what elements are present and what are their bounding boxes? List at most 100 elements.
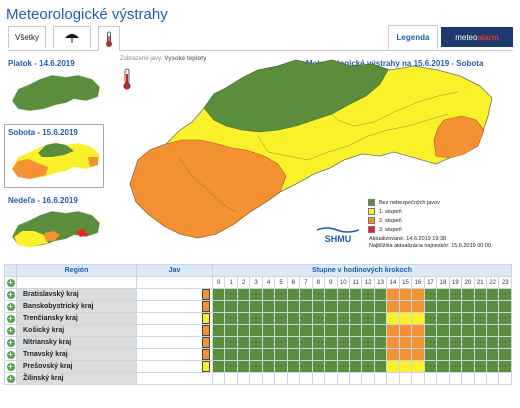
hour-cell (324, 300, 338, 313)
day-sunday-map[interactable] (8, 207, 104, 249)
table-row[interactable]: + Trenčiansky kraj (4, 312, 512, 325)
phenomenon-cell (136, 312, 213, 325)
expand-all-button[interactable]: + (6, 277, 15, 287)
day-sunday-label[interactable]: Nedeľa - 16.6.2019 (8, 196, 78, 205)
tab-rain[interactable] (53, 26, 91, 48)
hour-cell (461, 336, 475, 349)
hour-cell (286, 360, 301, 373)
hour-cell (386, 336, 400, 349)
warning-map[interactable] (118, 56, 500, 240)
expand-row-button[interactable]: + (6, 313, 15, 323)
table-row[interactable]: + Košický kraj (4, 324, 512, 337)
shmu-logo[interactable]: SHMU (315, 224, 361, 244)
hour-cell (461, 324, 475, 337)
day-saturday-label[interactable]: Sobota - 15.6.2019 (8, 128, 78, 137)
hour-cell (311, 336, 326, 349)
table-row[interactable]: + Banskobystrický kraj (4, 300, 512, 313)
hour-label: 11 (348, 276, 363, 289)
expand-row-button[interactable]: + (6, 337, 15, 347)
hour-cell (336, 312, 351, 325)
hour-cell (311, 348, 326, 361)
hour-cell (224, 336, 238, 349)
hour-cell (236, 324, 251, 337)
hour-cell (324, 324, 338, 337)
hour-cell (224, 312, 238, 325)
umbrella-icon (65, 33, 79, 43)
header-hours: Stupne v hodinových krokoch (212, 264, 512, 277)
day-friday-map[interactable] (8, 71, 104, 113)
region-name[interactable]: Košický kraj (16, 324, 137, 337)
expand-row-button[interactable]: + (6, 373, 15, 383)
hour-cell (261, 348, 276, 361)
hour-label: 14 (386, 276, 400, 289)
hour-label: 17 (423, 276, 438, 289)
hour-cell (386, 360, 400, 373)
hour-cell (436, 336, 450, 349)
hour-cell (423, 372, 438, 385)
day-friday-label[interactable]: Piatok - 14.6.2019 (8, 59, 75, 68)
region-name[interactable]: Žilinský kraj (16, 372, 137, 385)
legend-tab[interactable]: Legenda (388, 25, 438, 49)
hour-cell (211, 288, 226, 301)
hour-cell (398, 288, 413, 301)
hour-label: 3 (249, 276, 263, 289)
hour-cell (336, 360, 351, 373)
expand-row-button[interactable]: + (6, 349, 15, 359)
hour-cell (324, 372, 338, 385)
hour-cell (448, 312, 463, 325)
expand-cell: + (4, 372, 17, 385)
phenomenon-cell (136, 372, 213, 385)
expand-cell: + (4, 348, 17, 361)
shown-phenomenon: Zobrazene javy: Vysoké teploty (120, 56, 207, 62)
hour-cell (299, 336, 313, 349)
hour-cell (324, 312, 338, 325)
expand-row-button[interactable]: + (6, 301, 15, 311)
region-name[interactable]: Bratislavský kraj (16, 288, 137, 301)
table-row[interactable]: + Prešovský kraj (4, 360, 512, 373)
hour-cell (485, 348, 500, 361)
hour-cell (473, 348, 487, 361)
table-row[interactable]: + Žilinský kraj (4, 372, 512, 385)
expand-cell: + (4, 336, 17, 349)
table-row[interactable]: + Bratislavský kraj (4, 288, 512, 301)
hour-cell (299, 348, 313, 361)
expand-cell: + (4, 288, 17, 301)
tab-all-label: Všetky (14, 33, 39, 42)
meteoalarm-logo[interactable]: meteo alarm (441, 27, 513, 47)
expand-row-button[interactable]: + (6, 289, 15, 299)
hour-cell (361, 348, 375, 361)
hour-cell (411, 288, 425, 301)
day-saturday-map[interactable] (8, 139, 104, 181)
region-name[interactable]: Prešovský kraj (16, 360, 137, 373)
phenomenon-cell (136, 360, 213, 373)
hour-cell (436, 288, 450, 301)
expand-cell: + (4, 360, 17, 373)
hour-cell (386, 312, 400, 325)
region-name[interactable]: Trenčiansky kraj (16, 312, 137, 325)
hour-cell (436, 372, 450, 385)
hour-cell (373, 360, 388, 373)
expand-row-button[interactable]: + (6, 325, 15, 335)
thermometer-icon (123, 68, 131, 90)
hour-cell (373, 372, 388, 385)
hour-cell (436, 324, 450, 337)
hour-cell (348, 360, 363, 373)
hour-cell (373, 324, 388, 337)
hour-cell (286, 336, 301, 349)
legend-swatch (368, 226, 375, 233)
hour-cell (473, 360, 487, 373)
hour-cell (386, 372, 400, 385)
expand-row-button[interactable]: + (6, 361, 15, 371)
hour-label: 6 (286, 276, 301, 289)
hour-cell (336, 288, 351, 301)
region-name[interactable]: Banskobystrický kraj (16, 300, 137, 313)
hours-spacer (16, 276, 137, 289)
tab-temperature[interactable] (98, 26, 120, 51)
region-name[interactable]: Trnavský kraj (16, 348, 137, 361)
table-row[interactable]: + Nitriansky kraj (4, 336, 512, 349)
hour-cell (224, 288, 238, 301)
tab-all[interactable]: Všetky (8, 26, 46, 48)
hour-cell (436, 300, 450, 313)
region-name[interactable]: Nitriansky kraj (16, 336, 137, 349)
table-row[interactable]: + Trnavský kraj (4, 348, 512, 361)
